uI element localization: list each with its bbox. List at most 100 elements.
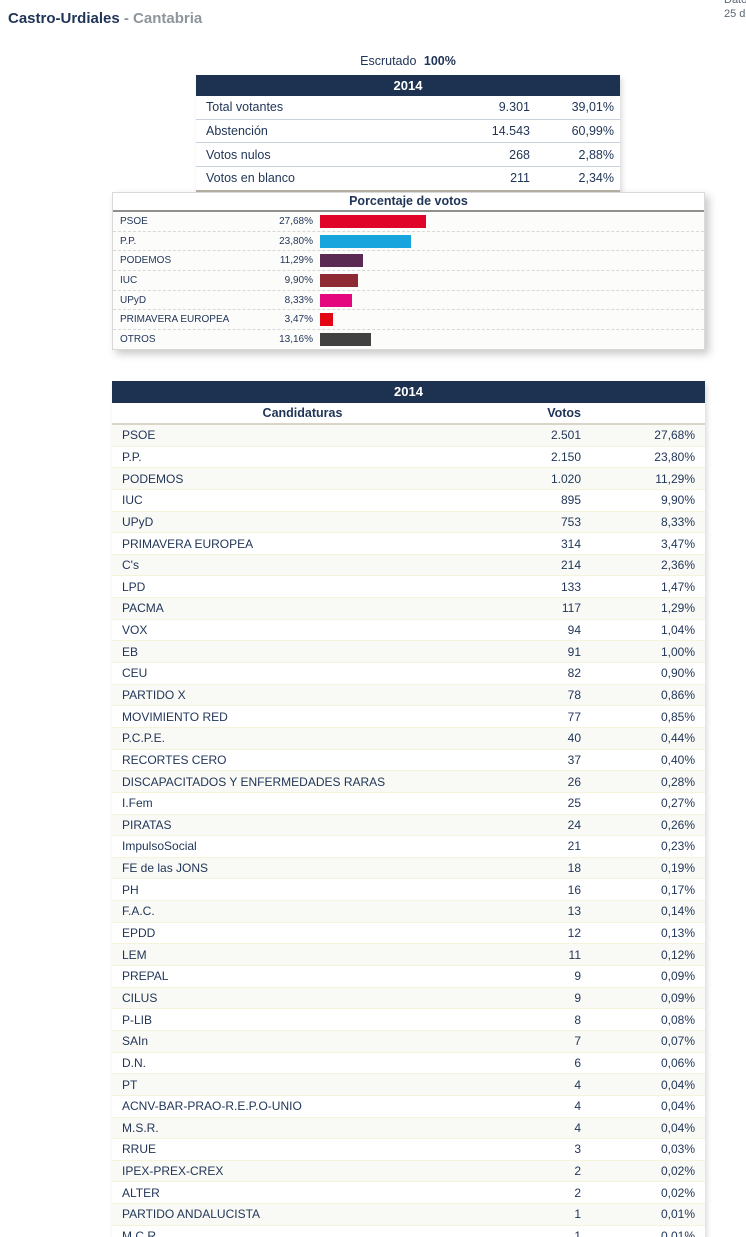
table-row: PARTIDO ANDALUCISTA 1 0,01% (112, 1204, 705, 1226)
votes-cell: 6 (574, 1055, 581, 1070)
percent-cell: 0,07% (660, 1034, 695, 1049)
chart-bar (320, 332, 371, 346)
votes-cell: 94 (567, 623, 581, 638)
summary-label: Abstención (206, 124, 268, 139)
table-row: ACNV-BAR-PRAO-R.E.P.O-UNIO 4 0,04% (112, 1095, 705, 1118)
votes-cell: 117 (561, 601, 581, 616)
scrutiny-label: Escrutado (360, 54, 417, 68)
table-row: EPDD 12 0,13% (112, 922, 705, 945)
percent-cell: 0,27% (660, 796, 695, 811)
summary-value: 9.301 (498, 100, 530, 115)
summary-row: Votos en blanco 211 2,34% (196, 166, 620, 190)
votes-cell: 214 (560, 558, 581, 573)
party-cell: PARTIDO ANDALUCISTA (122, 1207, 261, 1222)
percent-cell: 3,47% (660, 536, 695, 551)
chart-row: UPyD 8,33% (113, 291, 704, 311)
party-cell: C's (122, 558, 139, 573)
votes-cell: 7 (574, 1034, 581, 1049)
votes-cell: 9 (574, 969, 581, 984)
results-table: 2014 Candidaturas Votos PSOE 2.501 27,68% P… (112, 381, 705, 1237)
chart-row: OTROS 13,16% (113, 330, 704, 349)
votes-cell: 16 (567, 882, 581, 897)
title-separator: - (123, 10, 129, 27)
party-cell: ImpulsoSocial (122, 839, 197, 854)
party-cell: PARTIDO X (122, 688, 186, 702)
summary-row: Total votantes 9.301 39,01% (196, 96, 620, 119)
chart-row: PSOE 27,68% (113, 212, 704, 232)
party-cell: DISCAPACITADOS Y ENFERMEDADES RARAS (122, 774, 386, 789)
votes-cell: 25 (567, 796, 581, 811)
votes-cell: 4 (574, 1099, 581, 1114)
chart-value-label: 13,16% (279, 333, 313, 345)
table-row: FE de las JONS 18 0,19% (112, 857, 705, 880)
corner-line-2: 25 d (724, 8, 746, 20)
votes-cell: 2 (574, 1185, 581, 1200)
chart-value-label: 9,90% (284, 274, 313, 286)
chart-value-label: 8,33% (284, 294, 313, 306)
summary-rows: Total votantes 9.301 39,01% Abstención 14.54… (196, 96, 620, 190)
party-cell: PRIMAVERA EUROPEA (122, 536, 254, 551)
percent-cell: 0,90% (660, 666, 695, 681)
table-row: PACMA 117 1,29% (112, 598, 705, 620)
percent-cell: 2,36% (660, 558, 695, 573)
table-row: CILUS 9 0,09% (112, 987, 705, 1010)
party-cell: F.A.C. (122, 904, 155, 919)
party-cell: ACNV-BAR-PRAO-R.E.P.O-UNIO (122, 1099, 302, 1114)
party-cell: MOVIMIENTO RED (122, 709, 228, 724)
vote-percentage-chart: Porcentaje de votos PSOE 27,68% P.P. 23,80%… (112, 192, 705, 350)
chart-rows: PSOE 27,68% P.P. 23,80% PODEMOS 11,29% IUC 9,90… (113, 212, 704, 349)
votes-cell: 2.501 (550, 428, 581, 443)
table-row: PARTIDO X 78 0,86% (112, 684, 705, 707)
scrutiny-value: 100% (423, 54, 456, 68)
percent-cell: 0,06% (660, 1055, 695, 1070)
table-row: P.P. 2.150 23,80% (112, 446, 705, 469)
party-cell: RECORTES CERO (122, 752, 227, 767)
summary-value: 211 (510, 171, 530, 186)
table-row: RECORTES CERO 37 0,40% (112, 749, 705, 772)
chart-bar (320, 234, 412, 248)
party-cell: CILUS (122, 990, 158, 1005)
votes-cell: 1.020 (550, 471, 581, 486)
party-cell: ALTER (122, 1185, 160, 1200)
votes-cell: 1 (574, 1207, 581, 1222)
chart-bar (320, 254, 364, 268)
votes-cell: 37 (567, 752, 581, 767)
votes-cell: 3 (574, 1142, 581, 1157)
party-cell: PREPAL (122, 969, 169, 984)
chart-row: IUC 9,90% (113, 271, 704, 291)
table-row: P-LIB 8 0,08% (112, 1009, 705, 1031)
votes-cell: 13 (567, 904, 581, 919)
table-row: ALTER 2 0,02% (112, 1182, 705, 1205)
percent-cell: 23,80% (654, 449, 695, 464)
table-row: M.C.R. 1 0,01% (112, 1225, 705, 1237)
result-rows: PSOE 2.501 27,68% P.P. 2.150 23,80% PODEMOS 1.0… (112, 425, 705, 1237)
party-cell: I.Fem (122, 796, 153, 811)
table-row: IUC 895 9,90% (112, 489, 705, 512)
votes-cell: 1 (574, 1229, 581, 1237)
party-cell: EPDD (122, 926, 156, 941)
summary-label: Votos en blanco (206, 171, 295, 186)
percent-cell: 1,00% (660, 644, 695, 659)
percent-cell: 0,08% (660, 1012, 695, 1027)
summary-year-header: 2014 (196, 75, 620, 96)
party-cell: PODEMOS (122, 471, 184, 486)
table-row: LEM 11 0,12% (112, 944, 705, 967)
turnout-summary-block: Escrutado 100% 2014 Total votantes 9.301 3… (196, 53, 620, 193)
percent-cell: 0,40% (660, 752, 695, 767)
chart-row: PRIMAVERA EUROPEA 3,47% (113, 310, 704, 331)
votes-cell: 753 (560, 514, 581, 529)
summary-row: Votos nulos 268 2,88% (196, 142, 620, 166)
percent-cell: 0,13% (660, 926, 695, 941)
percent-cell: 0,28% (660, 774, 695, 789)
votes-cell: 895 (560, 493, 581, 508)
percent-cell: 1,29% (660, 601, 695, 616)
summary-row: Abstención 14.543 60,99% (196, 118, 620, 143)
percent-cell: 0,26% (660, 817, 695, 832)
percent-cell: 0,86% (660, 688, 695, 702)
table-row: PSOE 2.501 27,68% (112, 425, 705, 447)
party-cell: PSOE (122, 428, 156, 443)
table-row: RRUE 3 0,03% (112, 1139, 705, 1161)
votes-cell: 8 (574, 1012, 581, 1027)
party-cell: IPEX-PREX-CREX (122, 1164, 224, 1179)
